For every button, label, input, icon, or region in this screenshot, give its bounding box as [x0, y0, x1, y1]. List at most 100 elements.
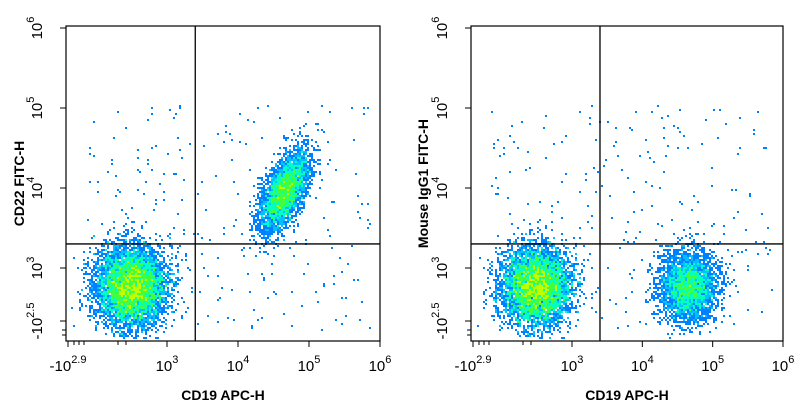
- event-dot: [511, 313, 513, 315]
- event-dot: [141, 269, 143, 271]
- event-dot: [699, 295, 701, 297]
- event-dot: [145, 313, 147, 315]
- event-dot: [89, 147, 91, 149]
- event-dot: [529, 283, 531, 285]
- event-dot: [695, 275, 697, 277]
- event-dot: [521, 259, 523, 261]
- event-dot: [129, 271, 131, 273]
- event-dot: [549, 283, 551, 285]
- event-dot: [667, 267, 669, 269]
- event-dot: [517, 261, 519, 263]
- event-dot: [151, 275, 153, 277]
- event-dot: [241, 233, 243, 235]
- event-dot: [683, 285, 685, 287]
- event-dot: [97, 191, 99, 193]
- event-dot: [525, 281, 527, 283]
- event-dot: [685, 279, 687, 281]
- event-dot: [651, 313, 653, 315]
- event-dot: [281, 171, 283, 173]
- event-dot: [573, 275, 575, 277]
- event-dot: [155, 261, 157, 263]
- event-dot: [293, 229, 295, 231]
- event-dot: [91, 283, 93, 285]
- event-dot: [145, 263, 147, 265]
- event-dot: [683, 305, 685, 307]
- event-dot: [147, 263, 149, 265]
- event-dot: [123, 251, 125, 253]
- event-dot: [247, 273, 249, 275]
- event-dot: [223, 233, 225, 235]
- event-dot: [583, 265, 585, 267]
- event-dot: [143, 237, 145, 239]
- event-dot: [519, 313, 521, 315]
- event-dot: [523, 285, 525, 287]
- event-dot: [107, 297, 109, 299]
- event-dot: [83, 263, 85, 265]
- event-dot: [521, 247, 523, 249]
- event-dot: [569, 297, 571, 299]
- x-axis-title: CD19 APC-H: [181, 387, 265, 403]
- event-dot: [709, 261, 711, 263]
- event-dot: [311, 155, 313, 157]
- event-dot: [143, 301, 145, 303]
- event-dot: [257, 219, 259, 221]
- event-dot: [507, 279, 509, 281]
- event-dot: [553, 319, 555, 321]
- event-dot: [561, 291, 563, 293]
- event-dot: [305, 135, 307, 137]
- event-dot: [561, 257, 563, 259]
- event-dot: [133, 271, 135, 273]
- event-dot: [159, 277, 161, 279]
- event-dot: [143, 193, 145, 195]
- event-dot: [551, 281, 553, 283]
- event-dot: [107, 315, 109, 317]
- event-dot: [553, 311, 555, 313]
- event-dot: [271, 227, 273, 229]
- event-dot: [681, 285, 683, 287]
- event-dot: [505, 269, 507, 271]
- event-dot: [719, 289, 721, 291]
- event-dot: [511, 301, 513, 303]
- event-dot: [707, 261, 709, 263]
- event-dot: [163, 285, 165, 287]
- event-dot: [109, 251, 111, 253]
- event-dot: [113, 221, 115, 223]
- event-dot: [501, 327, 503, 329]
- event-dot: [559, 277, 561, 279]
- event-dot: [671, 275, 673, 277]
- event-dot: [543, 297, 545, 299]
- event-dot: [151, 303, 153, 305]
- event-dot: [515, 297, 517, 299]
- event-dot: [257, 209, 259, 211]
- event-dot: [577, 319, 579, 321]
- event-dot: [577, 273, 579, 275]
- event-dot: [727, 277, 729, 279]
- event-dot: [665, 279, 667, 281]
- event-dot: [537, 285, 539, 287]
- event-dot: [135, 247, 137, 249]
- event-dot: [553, 323, 555, 325]
- event-dot: [91, 285, 93, 287]
- event-dot: [303, 167, 305, 169]
- event-dot: [525, 307, 527, 309]
- event-dot: [145, 329, 147, 331]
- event-dot: [91, 293, 93, 295]
- event-dot: [307, 139, 309, 141]
- event-dot: [107, 231, 109, 233]
- event-dot: [303, 203, 305, 205]
- event-dot: [95, 313, 97, 315]
- event-dot: [287, 177, 289, 179]
- event-dot: [545, 265, 547, 267]
- event-dot: [267, 179, 269, 181]
- event-dot: [115, 273, 117, 275]
- event-dot: [533, 261, 535, 263]
- event-dot: [271, 197, 273, 199]
- event-dot: [191, 291, 193, 293]
- event-dot: [551, 267, 553, 269]
- event-dot: [305, 161, 307, 163]
- event-dot: [549, 265, 551, 267]
- event-dot: [307, 263, 309, 265]
- event-dot: [137, 311, 139, 313]
- event-dot: [137, 189, 139, 191]
- event-dot: [109, 319, 111, 321]
